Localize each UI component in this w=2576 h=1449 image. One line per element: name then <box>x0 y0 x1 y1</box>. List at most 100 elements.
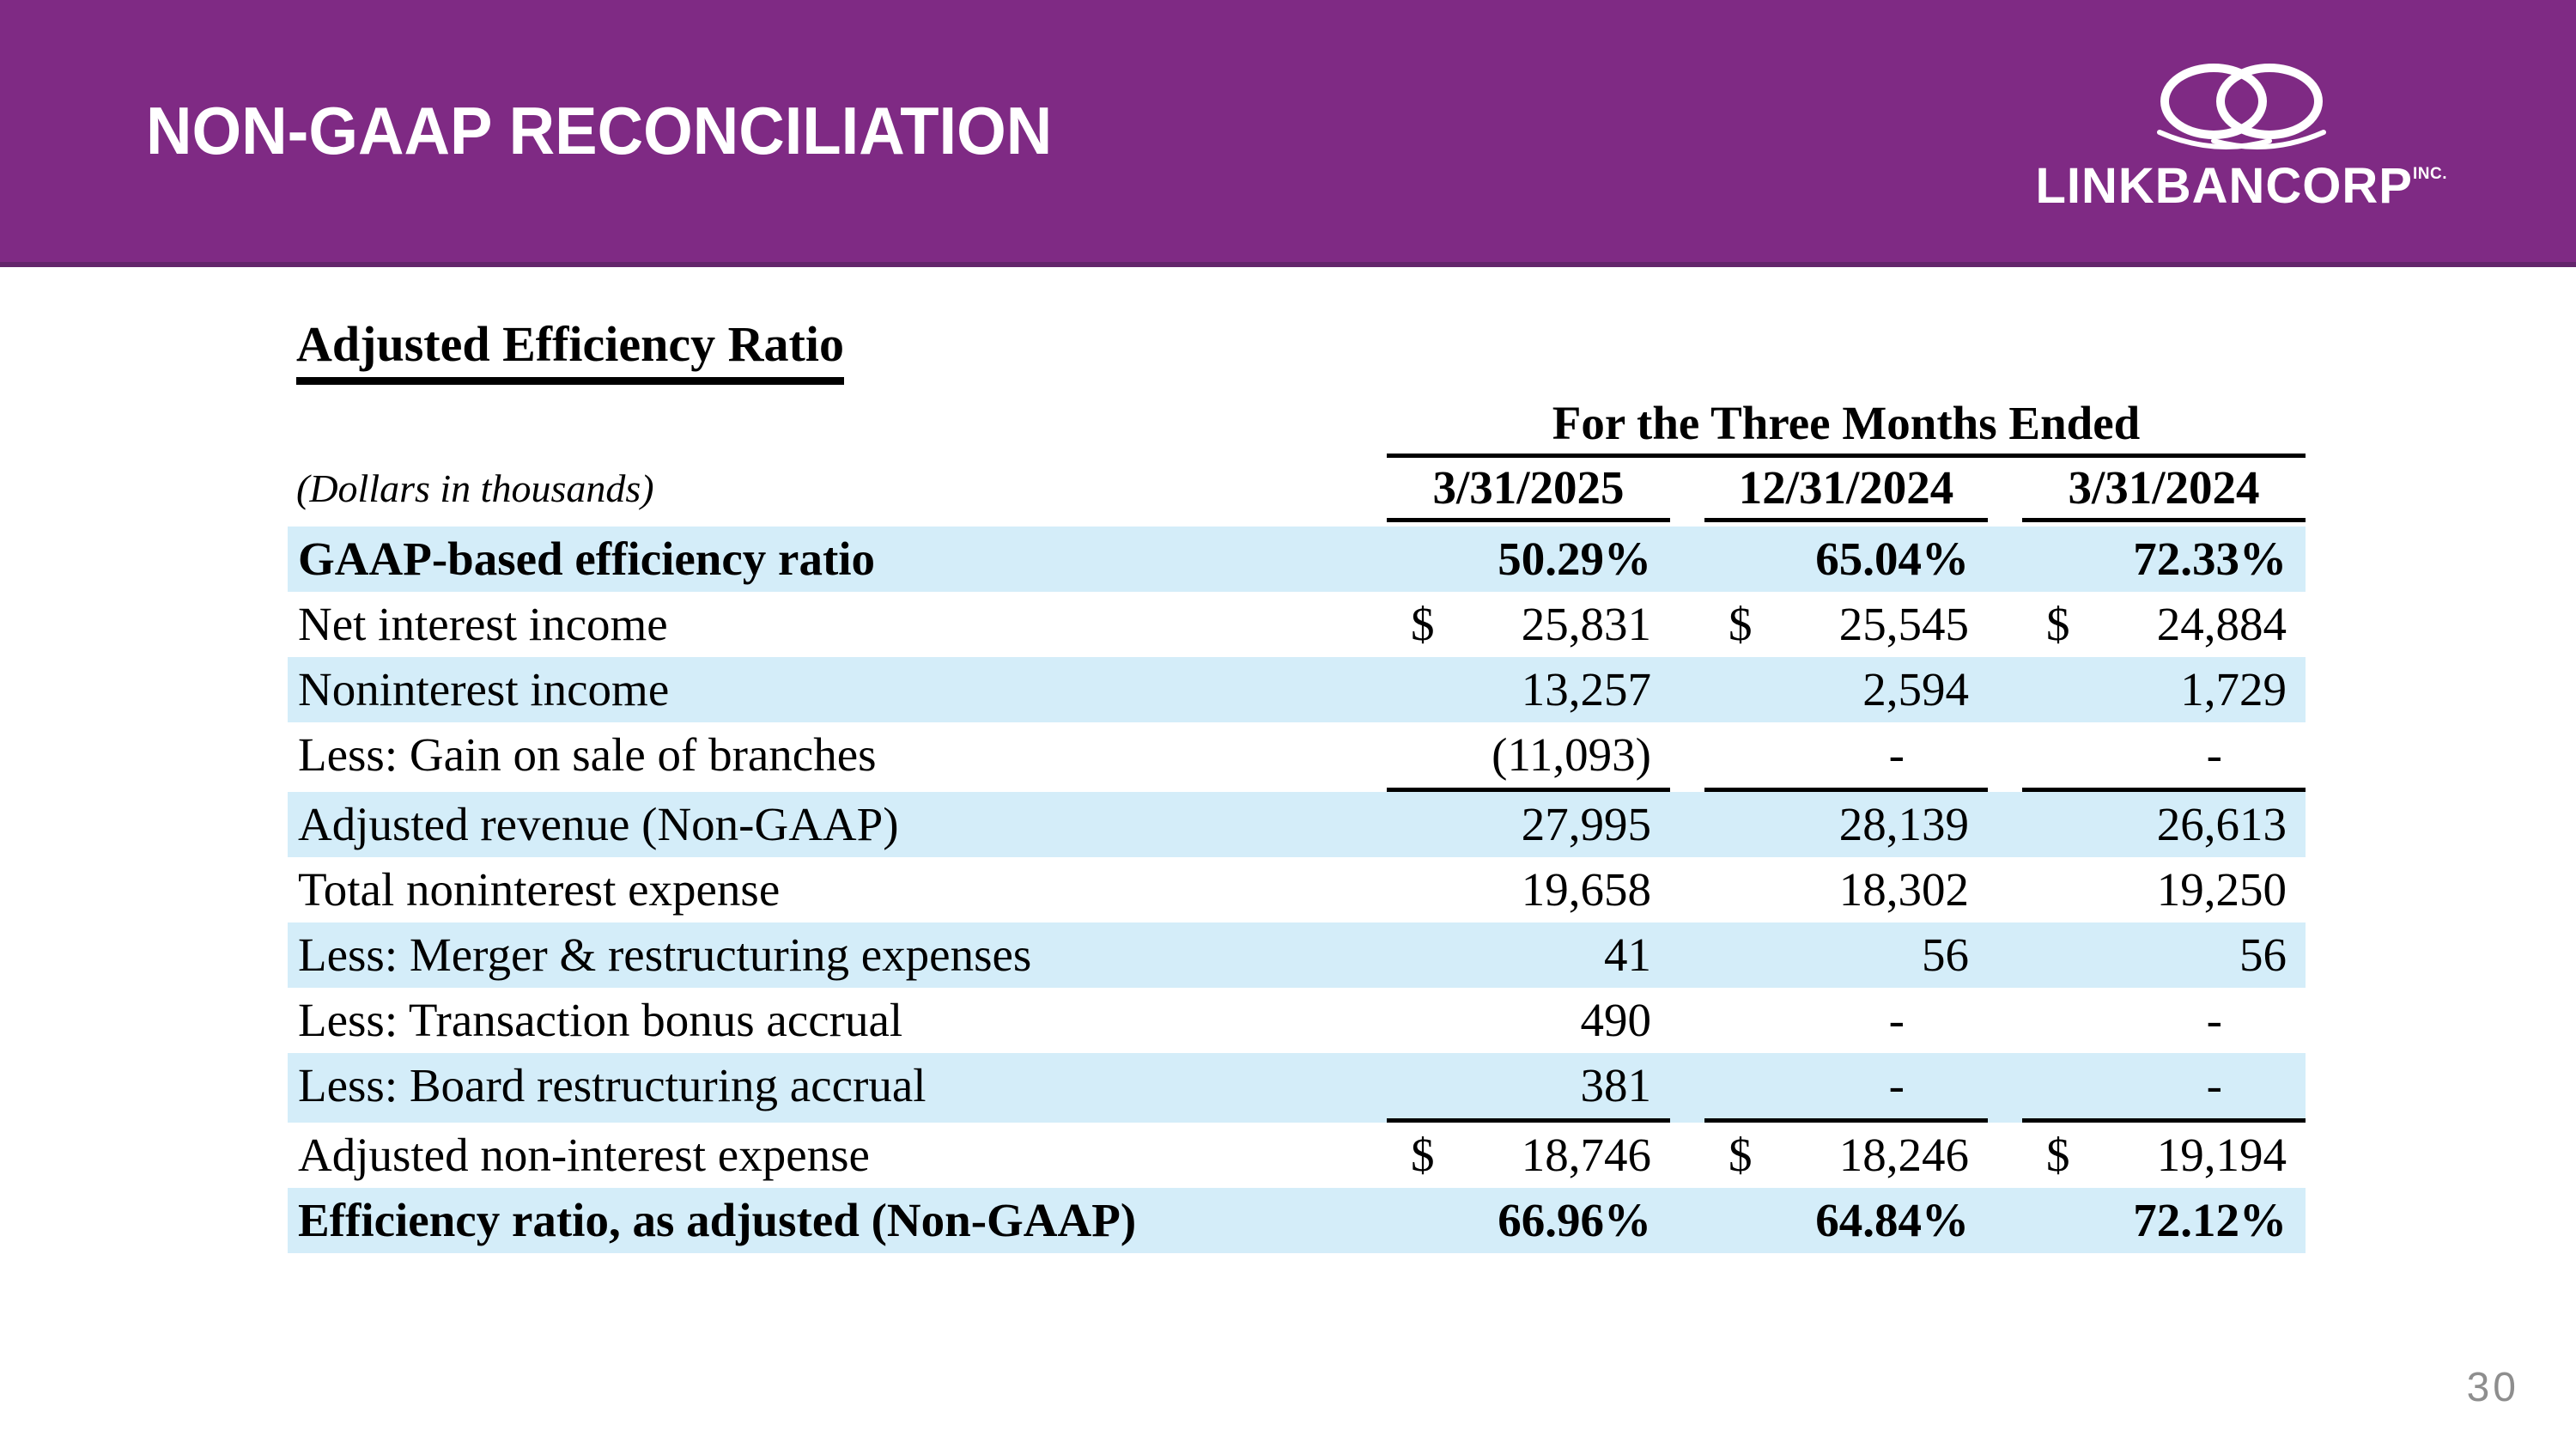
table-row: Less: Transaction bonus accrual 490 - - <box>288 988 2306 1053</box>
row-value-group: 1,729 <box>2022 657 2306 722</box>
row-value: 72.33% <box>2133 532 2287 585</box>
table-rows: GAAP-based efficiency ratio 50.29% 65.04% 7… <box>288 526 2306 1253</box>
row-value-group: 18,302 <box>1704 857 1988 922</box>
table-row: Less: Merger & restructuring expenses 41 5… <box>288 922 2306 988</box>
row-value: 19,658 <box>1521 862 1651 916</box>
row-value-group: $19,194 <box>2022 1123 2306 1188</box>
row-value: 18,746 <box>1521 1128 1651 1181</box>
row-value: 18,302 <box>1838 862 1969 916</box>
row-value: 2,594 <box>1862 662 1969 715</box>
row-value: 25,545 <box>1838 597 1969 650</box>
row-value-group: 41 <box>1387 922 1670 988</box>
efficiency-ratio-table: For the Three Months Ended (Dollars in t… <box>288 393 2306 1253</box>
currency-symbol: $ <box>1411 597 1435 650</box>
row-label: Adjusted non-interest expense <box>298 1128 870 1181</box>
row-value: 19,194 <box>2156 1128 2287 1181</box>
row-value: - <box>1888 728 1905 781</box>
row-value: - <box>2206 993 2222 1046</box>
currency-symbol: $ <box>1411 1128 1435 1181</box>
units-note: (Dollars in thousands) <box>296 466 654 510</box>
logo-wordmark-text: LINKBANCORP <box>2035 157 2413 214</box>
currency-symbol: $ <box>2046 597 2070 650</box>
table-row: Adjusted revenue (Non-GAAP) 27,995 28,139 2… <box>288 791 2306 857</box>
row-value-group: 64.84% <box>1704 1188 1988 1253</box>
logo-suffix: INC. <box>2413 164 2447 183</box>
column-header-2: 12/31/2024 <box>1704 458 1988 522</box>
row-value-group: 19,250 <box>2022 857 2306 922</box>
row-value: 64.84% <box>1815 1193 1969 1246</box>
period-header: For the Three Months Ended <box>1387 393 2306 458</box>
row-value-group: 50.29% <box>1387 527 1670 592</box>
row-value: (11,093) <box>1492 728 1651 781</box>
slide-title: NON-GAAP RECONCILIATION <box>146 93 1053 168</box>
row-value-group: $24,884 <box>2022 592 2306 657</box>
row-value-group: 72.12% <box>2022 1188 2306 1253</box>
row-value: 26,613 <box>2156 797 2287 850</box>
row-label: GAAP-based efficiency ratio <box>298 532 876 585</box>
row-value-group: 27,995 <box>1387 792 1670 857</box>
row-value: 1,729 <box>2180 662 2287 715</box>
row-value: 72.12% <box>2133 1193 2287 1246</box>
table-heading: Adjusted Efficiency Ratio <box>296 316 844 385</box>
row-value: 66.96% <box>1498 1193 1651 1246</box>
currency-symbol: $ <box>2046 1128 2070 1181</box>
row-value: 25,831 <box>1521 597 1651 650</box>
row-value-group: $18,246 <box>1704 1123 1988 1188</box>
row-value-group: 13,257 <box>1387 657 1670 722</box>
row-value-group: 28,139 <box>1704 792 1988 857</box>
table-row: GAAP-based efficiency ratio 50.29% 65.04% 7… <box>288 526 2306 592</box>
row-value: 56 <box>2239 928 2287 981</box>
row-label: Net interest income <box>298 597 668 650</box>
row-value: 490 <box>1580 993 1652 1046</box>
row-value-group: - <box>2022 1053 2306 1123</box>
table-row: Total noninterest expense 19,658 18,302 19,… <box>288 857 2306 922</box>
row-value: - <box>2206 1058 2222 1111</box>
row-value-group: 72.33% <box>2022 527 2306 592</box>
table-column-header-row: (Dollars in thousands) 3/31/2025 12/31/2… <box>288 458 2306 522</box>
row-value-group: - <box>2022 988 2306 1053</box>
page-number: 30 <box>2466 1365 2519 1410</box>
row-value: 28,139 <box>1838 797 1969 850</box>
row-value: - <box>1888 993 1905 1046</box>
row-label: Noninterest income <box>298 662 670 715</box>
row-value-group: (11,093) <box>1387 722 1670 792</box>
row-label: Less: Merger & restructuring expenses <box>298 928 1032 981</box>
table-period-header-row: For the Three Months Ended <box>288 393 2306 458</box>
slide-content: Adjusted Efficiency Ratio For the Three … <box>288 316 2306 1253</box>
row-value-group: 56 <box>2022 922 2306 988</box>
row-value-group: $18,746 <box>1387 1123 1670 1188</box>
table-row: Net interest income $25,831 $25,545 $24,884 <box>288 592 2306 657</box>
row-value: 41 <box>1604 928 1651 981</box>
row-label: Adjusted revenue (Non-GAAP) <box>298 797 899 850</box>
slide-header: NON-GAAP RECONCILIATION LINKBANCORPINC. <box>0 0 2576 267</box>
row-value: 13,257 <box>1521 662 1651 715</box>
row-label: Efficiency ratio, as adjusted (Non-GAAP) <box>298 1193 1137 1246</box>
row-value-group: 381 <box>1387 1053 1670 1123</box>
row-value: 24,884 <box>2156 597 2287 650</box>
row-value: 18,246 <box>1838 1128 1969 1181</box>
table-row: Efficiency ratio, as adjusted (Non-GAAP)… <box>288 1187 2306 1253</box>
row-label: Less: Transaction bonus accrual <box>298 993 903 1046</box>
currency-symbol: $ <box>1728 1128 1753 1181</box>
row-value-group: 65.04% <box>1704 527 1988 592</box>
row-value-group: 66.96% <box>1387 1188 1670 1253</box>
linkbancorp-rings-icon <box>2156 63 2326 149</box>
column-header-1: 3/31/2025 <box>1387 458 1670 522</box>
row-value: 65.04% <box>1815 532 1969 585</box>
table-row: Less: Board restructuring accrual 381 - - <box>288 1052 2306 1123</box>
row-value: - <box>1888 1058 1905 1111</box>
row-value-group: 26,613 <box>2022 792 2306 857</box>
row-value-group: 2,594 <box>1704 657 1988 722</box>
row-label: Less: Board restructuring accrual <box>298 1058 927 1111</box>
row-value: - <box>2206 728 2222 781</box>
row-value-group: - <box>2022 722 2306 792</box>
row-value-group: 56 <box>1704 922 1988 988</box>
row-value-group: 19,658 <box>1387 857 1670 922</box>
column-header-3: 3/31/2024 <box>2022 458 2306 522</box>
row-label: Less: Gain on sale of branches <box>298 728 877 781</box>
row-value-group: $25,545 <box>1704 592 1988 657</box>
row-value-group: - <box>1704 722 1988 792</box>
row-value: 381 <box>1580 1058 1652 1111</box>
table-row: Adjusted non-interest expense $18,746 $18,… <box>288 1123 2306 1188</box>
